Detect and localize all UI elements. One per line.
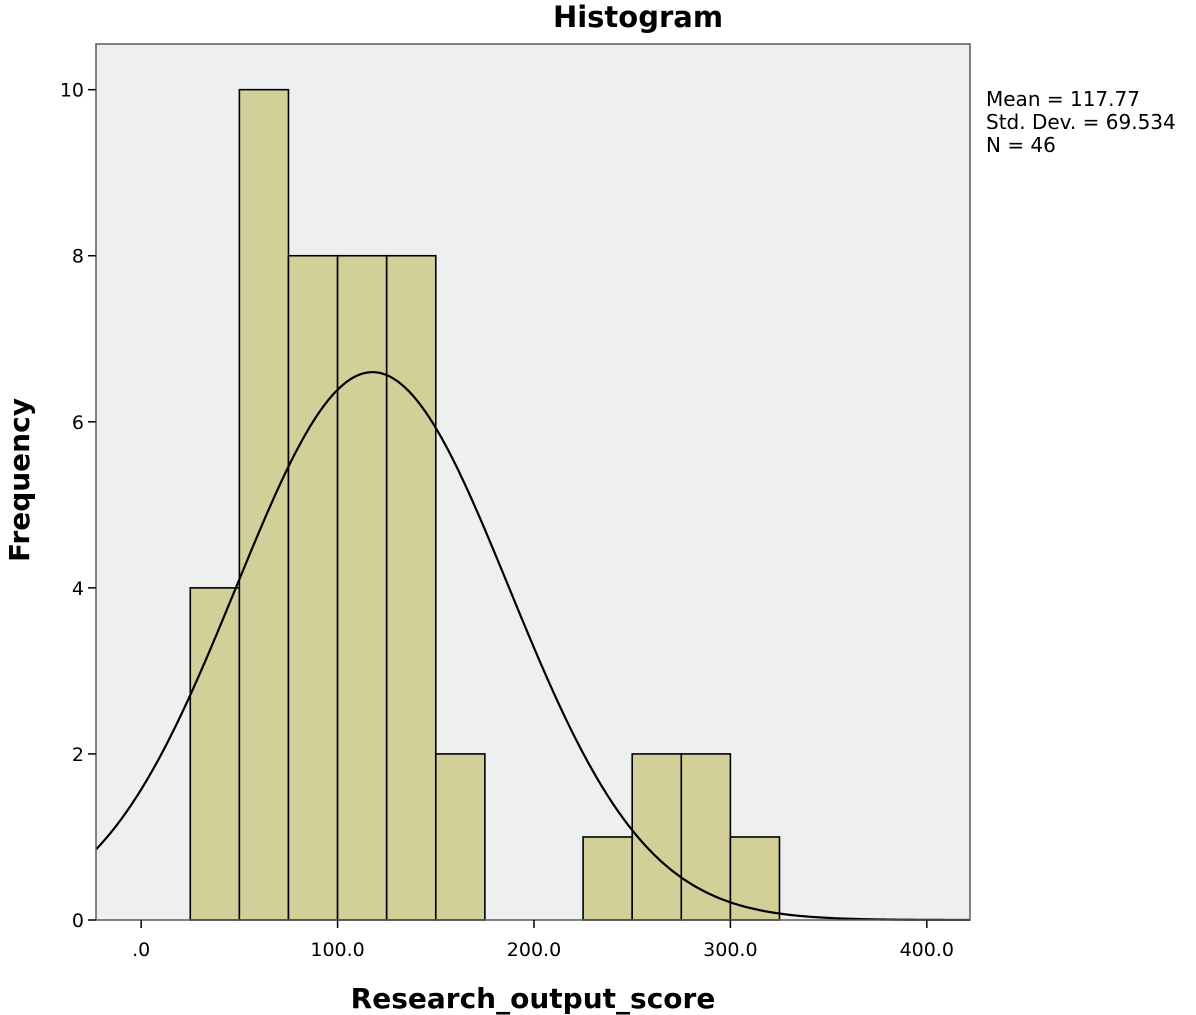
x-tick-label: 100.0 — [310, 939, 364, 961]
histogram-bar — [238, 88, 290, 921]
chart-title: Histogram — [553, 0, 723, 34]
x-tick-label: .0 — [132, 939, 150, 961]
x-tick-label: 300.0 — [703, 939, 757, 961]
y-tick-label: 2 — [72, 744, 84, 766]
x-tick-label: 400.0 — [900, 939, 954, 961]
histogram-bar — [680, 753, 732, 921]
stat-mean: Mean = 117.77 — [986, 87, 1140, 111]
histogram-bar — [729, 836, 781, 921]
histogram-bar — [582, 836, 633, 921]
stat-n: N = 46 — [986, 133, 1056, 157]
histogram-bar — [336, 254, 388, 921]
x-axis-title: Research_output_score — [351, 982, 716, 1015]
histogram-bar — [385, 254, 437, 921]
histogram-bar — [189, 587, 241, 921]
histogram-bar — [631, 753, 683, 921]
plot-frame — [95, 43, 971, 921]
y-tick-label: 10 — [60, 80, 84, 102]
stat-std-dev: Std. Dev. = 69.534 — [986, 110, 1176, 134]
y-axis: 0 2 4 6 8 10 — [60, 80, 96, 932]
y-tick-label: 4 — [72, 578, 84, 600]
y-tick-label: 6 — [72, 412, 84, 434]
histogram-bar — [434, 753, 486, 921]
bars-group — [189, 88, 781, 921]
x-axis: .0 100.0 200.0 300.0 400.0 — [132, 920, 954, 961]
x-tick-label: 200.0 — [507, 939, 561, 961]
y-tick-label: 8 — [72, 246, 84, 268]
y-axis-title: Frequency — [3, 398, 36, 562]
histogram-bar — [287, 254, 339, 921]
statistics-box: Mean = 117.77 Std. Dev. = 69.534 N = 46 — [986, 87, 1176, 157]
y-tick-label: 0 — [72, 910, 84, 932]
normal-curve — [95, 371, 970, 922]
